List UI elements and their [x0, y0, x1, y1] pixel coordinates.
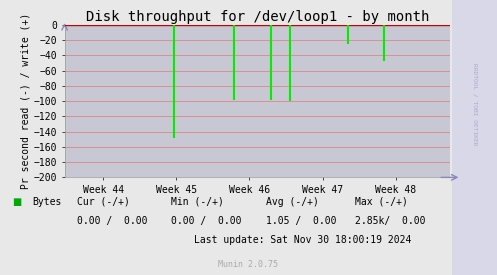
Text: Munin 2.0.75: Munin 2.0.75: [219, 260, 278, 269]
Text: Cur (-/+): Cur (-/+): [77, 197, 130, 207]
Text: ■: ■: [12, 197, 22, 207]
Text: Last update: Sat Nov 30 18:00:19 2024: Last update: Sat Nov 30 18:00:19 2024: [194, 235, 411, 245]
Text: Max (-/+): Max (-/+): [355, 197, 408, 207]
Y-axis label: Pr second read (-) / write (+): Pr second read (-) / write (+): [21, 13, 31, 189]
Text: 0.00 /  0.00: 0.00 / 0.00: [171, 216, 242, 226]
Text: 0.00 /  0.00: 0.00 / 0.00: [77, 216, 148, 226]
Text: Avg (-/+): Avg (-/+): [266, 197, 319, 207]
Text: Bytes: Bytes: [32, 197, 62, 207]
Title: Disk throughput for /dev/loop1 - by month: Disk throughput for /dev/loop1 - by mont…: [85, 10, 429, 24]
Text: 1.05 /  0.00: 1.05 / 0.00: [266, 216, 336, 226]
Text: RRDTOOL / TOBI OETIKER: RRDTOOL / TOBI OETIKER: [472, 63, 477, 146]
Text: 2.85k/  0.00: 2.85k/ 0.00: [355, 216, 426, 226]
Text: Min (-/+): Min (-/+): [171, 197, 224, 207]
